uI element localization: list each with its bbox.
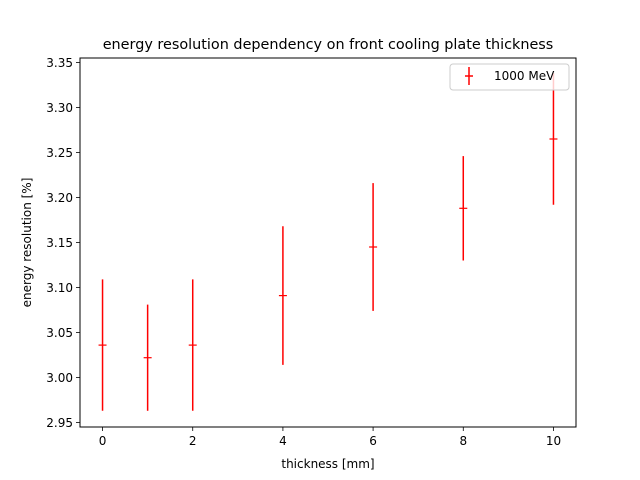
y-tick-label: 3.15: [46, 236, 73, 250]
x-tick-label: 2: [189, 434, 197, 448]
x-tick-label: 4: [279, 434, 287, 448]
x-tick-label: 0: [99, 434, 107, 448]
y-tick-label: 3.10: [46, 281, 73, 295]
x-axis-ticks: 0 2 4 6 8 10: [99, 427, 561, 448]
y-tick-label: 2.95: [46, 416, 73, 430]
legend-box: [449, 63, 570, 91]
y-axis-ticks: 2.95 3.00 3.05 3.10 3.15 3.20 3.25 3.30 3.35: [46, 56, 80, 430]
x-tick-label: 8: [459, 434, 467, 448]
legend: 1000 MeV: [449, 63, 570, 91]
y-tick-label: 3.35: [46, 56, 73, 70]
x-axis-label: thickness [mm]: [281, 457, 374, 471]
legend-label: 1000 MeV: [494, 69, 555, 83]
x-tick-label: 10: [546, 434, 561, 448]
errorbar-series: [98, 73, 558, 411]
chart-title: energy resolution dependency on front co…: [103, 37, 554, 53]
y-tick-label: 3.30: [46, 101, 73, 115]
y-tick-label: 3.00: [46, 371, 73, 385]
y-tick-label: 3.20: [46, 191, 73, 205]
y-tick-label: 3.25: [46, 146, 73, 160]
y-tick-label: 3.05: [46, 326, 73, 340]
x-tick-label: 6: [369, 434, 377, 448]
y-axis-label: energy resolution [%]: [20, 178, 34, 308]
